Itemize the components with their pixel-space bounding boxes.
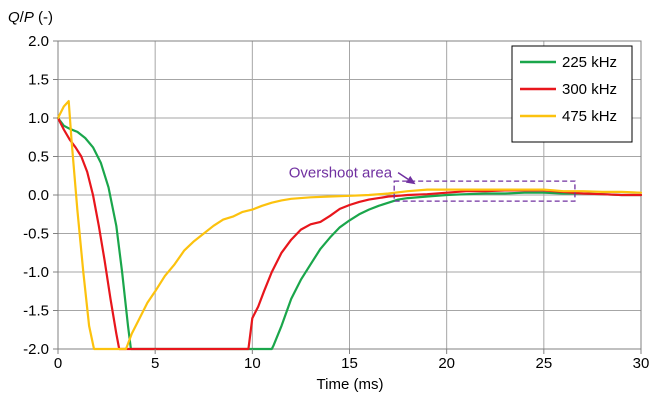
y-axis-title-p: P: [24, 9, 34, 26]
y-tick-label: 1.5: [28, 72, 49, 89]
x-tick-label: 25: [535, 355, 552, 372]
axes: 0 5 10 15 20 25 30 2.0 1.5 1.0 0.5 0.0 -0.5 -1.0 -1.5 -…: [23, 33, 649, 372]
series-line-475-khz: [56, 99, 643, 351]
y-axis-title: Q/P (-): [8, 9, 53, 26]
y-axis-title-slash: /: [20, 9, 25, 26]
x-tick-label: 10: [244, 355, 261, 372]
y-tick-label: 0.0: [28, 187, 49, 204]
legend: 225 kHz 300 kHz 475 kHz: [511, 45, 633, 143]
series-line-225-khz: [56, 116, 643, 351]
annotation-layer: Overshoot area: [289, 165, 576, 202]
y-tick-label: -1.5: [23, 303, 49, 320]
x-tick-label: 30: [633, 355, 650, 372]
x-axis-title: Time (ms): [317, 376, 384, 393]
y-tick-label: 0.5: [28, 149, 49, 166]
overshoot-label: Overshoot area: [289, 165, 393, 182]
y-axis-title-unit: (-): [34, 9, 53, 26]
y-axis-title-q: Q: [8, 9, 20, 26]
y-tick-label: 2.0: [28, 33, 49, 50]
legend-label-1: 300 kHz: [562, 81, 617, 98]
overshoot-arrowhead: [405, 175, 416, 185]
y-tick-label: -1.0: [23, 264, 49, 281]
series-layer: [56, 99, 643, 351]
y-tick-label: -2.0: [23, 341, 49, 358]
x-tick-label: 15: [341, 355, 358, 372]
x-tick-label: 5: [151, 355, 159, 372]
x-tick-label: 0: [54, 355, 62, 372]
legend-label-0: 225 kHz: [562, 54, 617, 71]
overshoot-arrow: [397, 172, 409, 180]
overshoot-box: [393, 180, 576, 202]
series-line-300-khz: [56, 116, 643, 351]
legend-label-2: 475 kHz: [562, 108, 617, 125]
y-tick-label: 1.0: [28, 110, 49, 127]
y-tick-label: -0.5: [23, 226, 49, 243]
x-tick-label: 20: [438, 355, 455, 372]
